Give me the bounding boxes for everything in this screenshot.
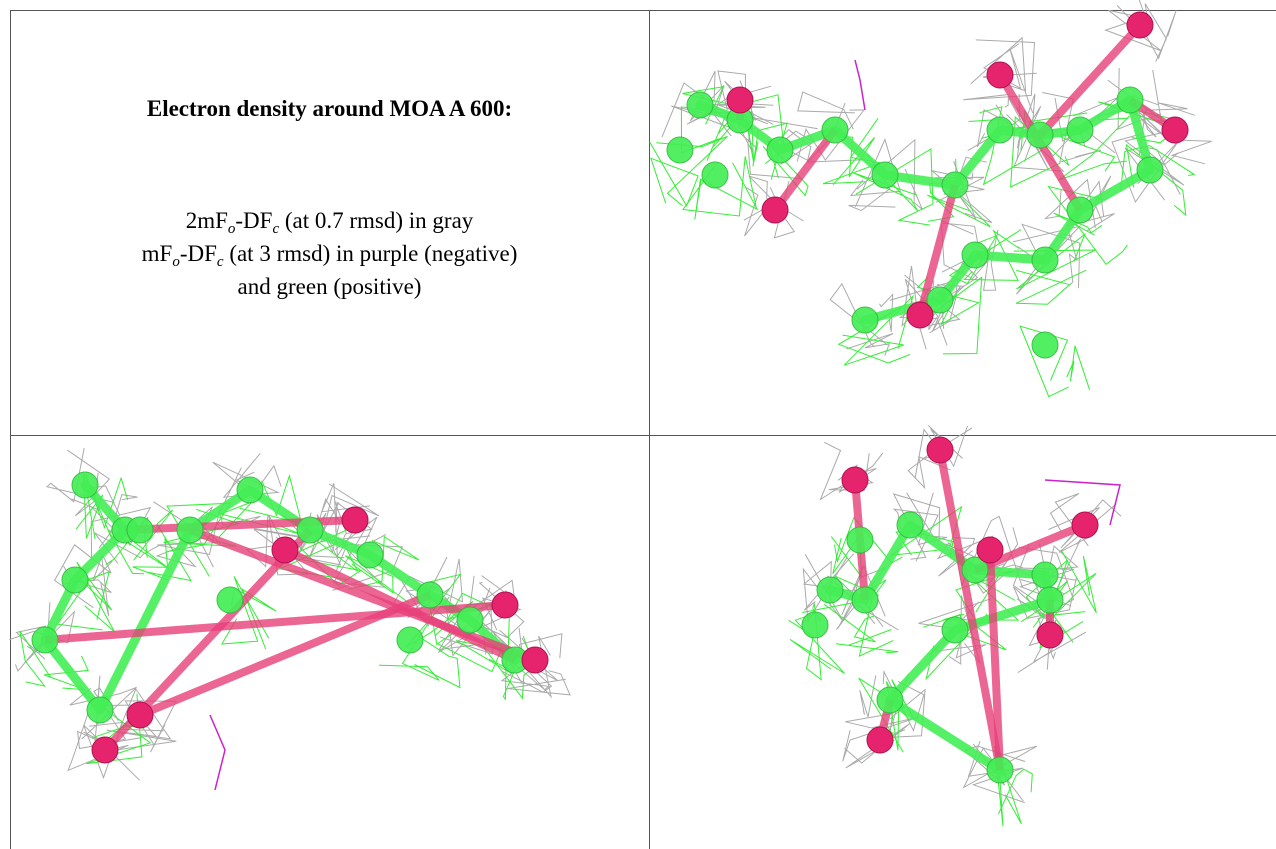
caption-cell: Electron density around MOA A 600: 2mFo-… <box>10 10 1276 849</box>
text: (at 0.7 rmsd) in gray <box>279 208 473 233</box>
subscript: o <box>172 254 180 270</box>
page: Electron density around MOA A 600: 2mFo-… <box>0 0 1276 849</box>
text: mF <box>142 241 173 266</box>
caption-line: and green (positive) <box>10 274 649 300</box>
caption-line: 2mFo-DFc (at 0.7 rmsd) in gray <box>10 208 649 238</box>
text: -DF <box>180 241 217 266</box>
text: -DF <box>235 208 272 233</box>
subscript: c <box>217 254 224 270</box>
text: (at 3 rmsd) in purple (negative) <box>224 241 518 266</box>
caption-line: mFo-DFc (at 3 rmsd) in purple (negative) <box>10 241 649 271</box>
caption-title: Electron density around MOA A 600: <box>10 96 649 122</box>
text: 2mF <box>186 208 228 233</box>
